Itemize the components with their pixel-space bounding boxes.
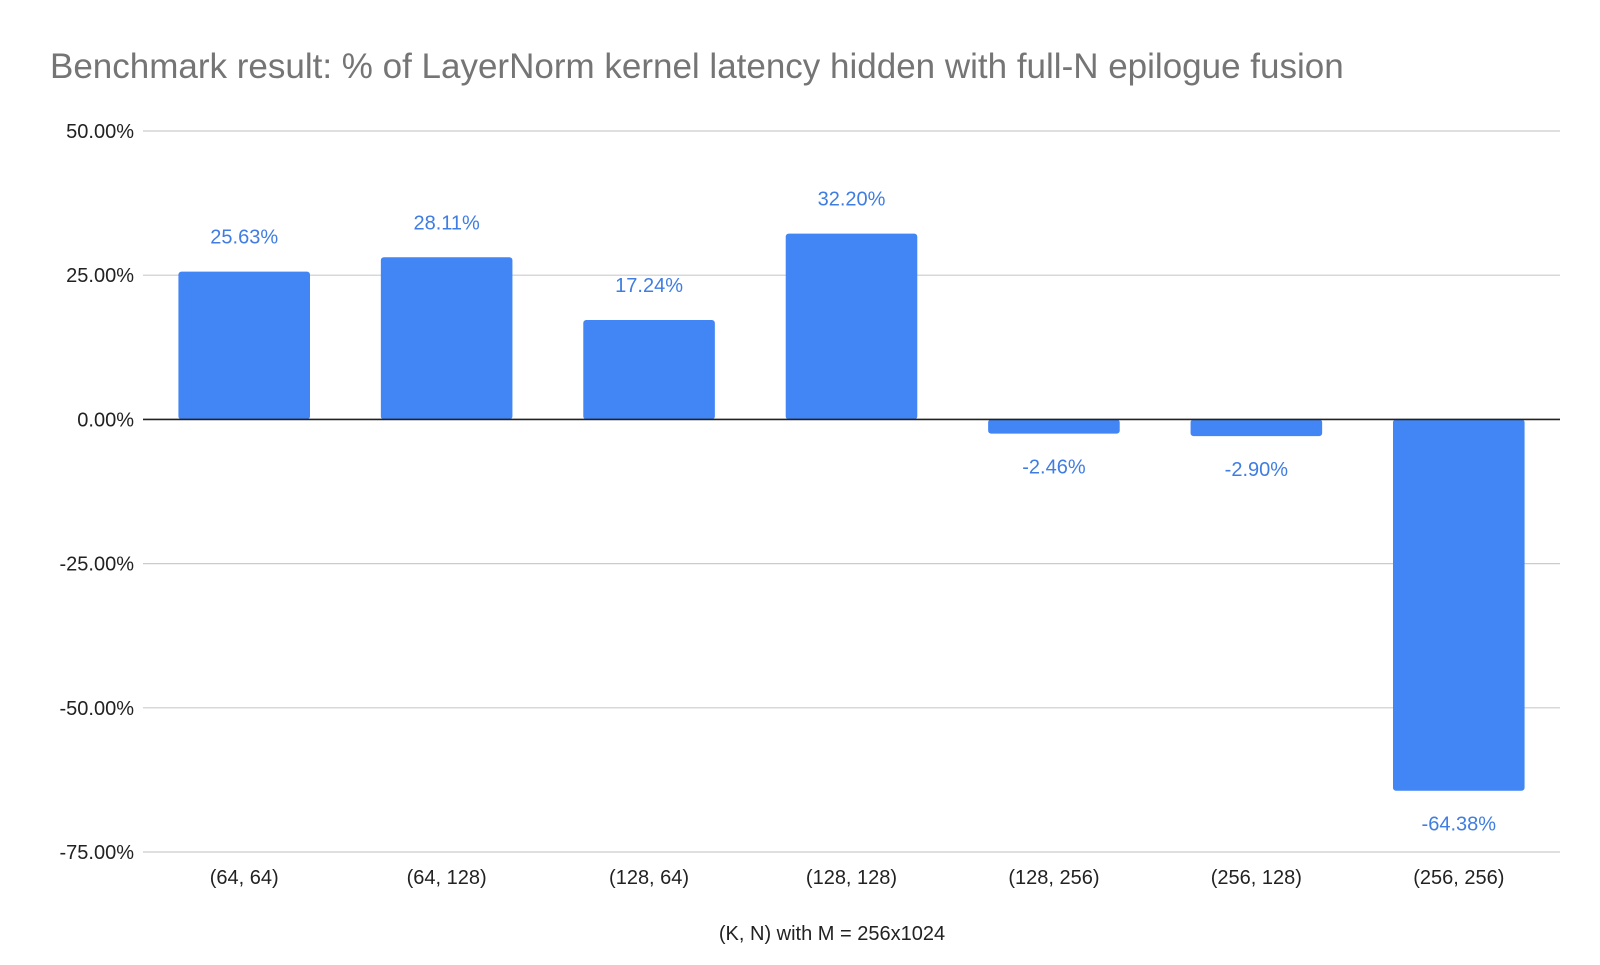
data-label: -2.46% <box>1022 457 1086 479</box>
x-tick-label: (256, 128) <box>1211 867 1302 889</box>
x-tick-label: (128, 128) <box>806 867 897 889</box>
bar <box>178 271 311 420</box>
x-tick-label: (256, 256) <box>1413 867 1504 889</box>
bar <box>583 319 715 420</box>
data-label: -2.90% <box>1225 459 1289 481</box>
data-label: 25.63% <box>210 227 278 249</box>
x-axis-title: (K, N) with M = 256x1024 <box>719 923 945 945</box>
data-label: 28.11% <box>413 212 480 234</box>
chart-title: Benchmark result: % of LayerNorm kernel … <box>50 47 1344 86</box>
data-label: 17.24% <box>615 275 683 297</box>
y-tick-label: 25.00% <box>66 265 134 287</box>
y-axis-tick-labels: 50.00% 25.00% 0.00% -25.00% -50.00% -75.00% <box>60 121 135 864</box>
bar <box>1190 419 1323 437</box>
y-tick-label: -50.00% <box>60 698 135 720</box>
bar <box>988 419 1120 434</box>
bar <box>1392 419 1525 791</box>
bar <box>380 257 513 420</box>
y-tick-label: 50.00% <box>66 121 134 143</box>
x-tick-label: (64, 128) <box>407 867 487 889</box>
data-labels: 25.63% 28.11% 17.24% 32.20% -2.46% -2.90% -64.… <box>210 189 1496 836</box>
y-tick-label: -75.00% <box>60 842 135 864</box>
y-tick-label: -25.00% <box>60 554 135 576</box>
x-tick-label: (128, 256) <box>1008 867 1099 889</box>
bars <box>178 233 1525 791</box>
bar <box>785 233 918 420</box>
x-tick-label: (64, 64) <box>210 867 279 889</box>
data-label: 32.20% <box>818 189 886 211</box>
x-tick-label: (128, 64) <box>609 867 689 889</box>
gridlines <box>143 130 1560 853</box>
y-tick-label: 0.00% <box>77 409 134 431</box>
x-axis-tick-labels: (64, 64) (64, 128) (128, 64) (128, 128) (128… <box>210 867 1505 889</box>
data-label: -64.38% <box>1422 814 1497 836</box>
